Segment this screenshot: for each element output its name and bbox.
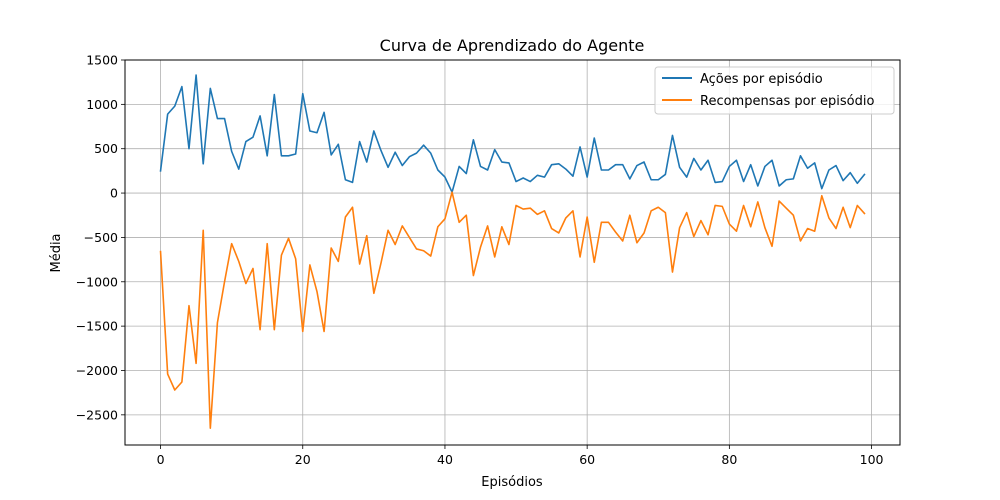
- x-tick-label: 40: [437, 452, 453, 467]
- x-tick-label: 100: [860, 452, 884, 467]
- y-tick-label: −1500: [76, 319, 118, 334]
- legend-label-rewards: Recompensas por episódio: [700, 94, 874, 109]
- series-lines: [159, 74, 866, 429]
- series-line-actions: [159, 74, 866, 193]
- series-line-rewards: [159, 191, 866, 429]
- y-tick-label: −2500: [76, 407, 118, 422]
- legend: Ações por episódio Recompensas por episó…: [654, 66, 895, 115]
- legend-label-actions: Ações por episódio: [700, 72, 823, 87]
- legend-box: [654, 66, 895, 115]
- y-tick-label: −1000: [76, 274, 118, 289]
- y-tick-label: −500: [84, 230, 118, 245]
- chart-title: Curva de Aprendizado do Agente: [380, 36, 645, 55]
- y-tick-label: 1000: [86, 97, 118, 112]
- x-tick-label: 0: [157, 452, 165, 467]
- y-tick-label: 1500: [86, 53, 118, 68]
- x-tick-label: 20: [295, 452, 311, 467]
- y-tick-label: 500: [94, 141, 118, 156]
- x-axis-label: Episódios: [481, 475, 543, 490]
- y-tick-label: 0: [110, 186, 118, 201]
- y-axis-label: Média: [49, 233, 64, 272]
- plot-frame: [124, 59, 901, 446]
- y-tick-label: −2000: [76, 363, 118, 378]
- axis-ticks: 0 20 40 60 80 100 −2500 −2000 −1500 −1000 −500 0 500…: [76, 53, 884, 468]
- x-tick-label: 60: [579, 452, 595, 467]
- x-tick-label: 80: [721, 452, 737, 467]
